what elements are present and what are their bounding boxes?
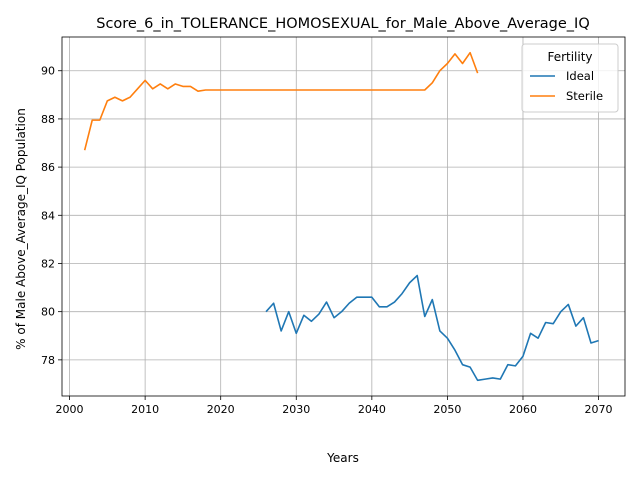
legend: Fertility Ideal Sterile (521, 43, 619, 113)
y-tick-label: 80 (41, 306, 55, 319)
x-tick-label: 2070 (585, 403, 613, 416)
series-lines (83, 51, 599, 382)
legend-label-sterile: Sterile (566, 89, 603, 103)
y-tick-label: 88 (41, 113, 55, 126)
legend-label-ideal: Ideal (566, 69, 594, 83)
x-tick-label: 2020 (207, 403, 235, 416)
x-tick-label: 2030 (282, 403, 310, 416)
x-axis-label: Years (326, 451, 359, 465)
x-tick-label: 2050 (433, 403, 461, 416)
x-tick-label: 2060 (509, 403, 537, 416)
y-tick-label: 86 (41, 161, 55, 174)
x-tick-label: 2000 (56, 403, 84, 416)
x-tick-label: 2040 (358, 403, 386, 416)
y-axis-ticks: 78 80 82 84 86 88 90 (41, 65, 62, 367)
x-axis-ticks: 2000 2010 2020 2030 2040 2050 2060 2070 (56, 396, 613, 416)
y-tick-label: 78 (41, 354, 55, 367)
y-axis-label: % of Male Above_Average_IQ Population (14, 108, 28, 350)
plot-frame (61, 36, 626, 397)
legend-items: Ideal Sterile (530, 69, 603, 103)
y-tick-label: 90 (41, 65, 55, 78)
legend-title: Fertility (547, 50, 592, 64)
y-tick-label: 84 (41, 209, 55, 222)
y-tick-label: 82 (41, 257, 55, 270)
series-line-sterile (83, 51, 479, 151)
x-tick-label: 2010 (131, 403, 159, 416)
legend-box (521, 43, 619, 113)
chart-title: Score_6_in_TOLERANCE_HOMOSEXUAL_for_Male… (96, 16, 590, 32)
series-line-ideal (265, 274, 599, 382)
